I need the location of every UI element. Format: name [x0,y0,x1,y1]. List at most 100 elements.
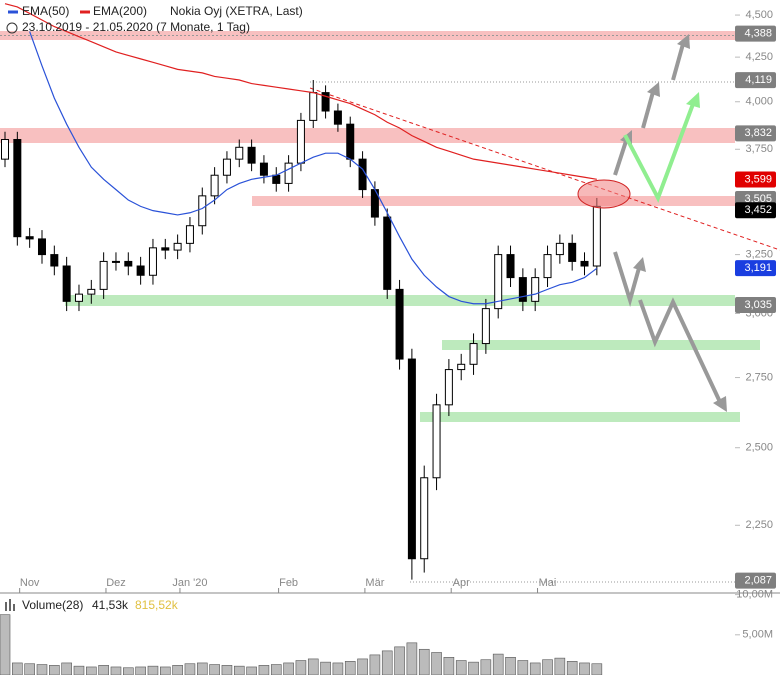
ema-line [29,31,598,305]
volume-bar [0,614,11,675]
volume-bar [258,665,270,675]
candle-body [173,242,182,251]
candle-body [210,174,219,197]
candle-body [568,242,577,262]
candle-body [580,260,589,267]
candle-body [50,254,59,267]
volume-bar [172,665,183,675]
volume-bar [61,662,72,675]
volume-bar [357,658,368,675]
y-tick-label: 4,000 [745,96,773,108]
volume-bar [381,650,393,675]
y-tick-label: 4,500 [745,9,773,21]
volume-bar [517,660,529,675]
candle-body [592,205,601,267]
volume-bar [98,665,109,675]
price-label: 4,119 [745,74,772,86]
volume-bar [554,657,566,675]
candle-body [247,146,256,164]
candle-body [235,146,244,160]
volume-bar [233,665,245,675]
volume-average: 41,53k [92,598,129,612]
volume-bar [110,666,122,675]
price-label: 4,388 [744,28,772,40]
candle-body [432,404,441,479]
volume-bar [12,662,23,675]
price-label-box [735,572,776,589]
candle-body [457,363,466,371]
price-label: 2,087 [744,575,772,587]
volume-bar [246,666,257,675]
x-tick-label: Nov [20,577,40,589]
volume-bar [307,658,319,675]
candle-body [185,225,194,244]
price-label: 3,505 [744,193,772,205]
candle-body [407,358,416,560]
resistance-zone [252,196,735,206]
volume-bar [591,663,603,675]
support-zone [420,412,740,422]
volume-bar [295,660,307,675]
candle-body [420,477,429,560]
price-label-box [735,72,776,89]
x-tick-label: Mär [365,577,384,589]
x-tick-label: Dez [106,577,126,589]
candle-body [395,288,404,360]
volume-bar [369,654,381,675]
highlight-circle [577,179,631,209]
volume-bar [147,665,159,675]
y-tick-label: 2,250 [745,519,773,531]
volume-bar [505,657,516,675]
volume-bar [529,662,541,675]
legend-label: EMA(200) [93,4,147,18]
candle-body [124,260,133,267]
x-tick-label: Apr [453,577,470,589]
candle-body [111,260,120,263]
candle-body [74,293,83,302]
price-label: 3,035 [744,299,772,311]
candle-body [333,110,342,125]
y-tick-label: 3,750 [745,143,773,155]
volume-bar [270,664,282,675]
candle-body [383,216,392,290]
candle-body [296,119,305,164]
candle-body [87,288,96,295]
support-zone [442,340,760,350]
scenario-arrow-green [623,92,700,203]
candle-body [1,139,9,160]
candle-body [284,162,293,184]
volume-bar [455,660,467,675]
volume-last: 815,52k [135,598,179,612]
price-label-box [735,125,776,142]
price-label: 3,599 [744,173,772,185]
volume-tick-label: 5,00M [742,629,773,641]
candle-body [272,174,281,184]
volume-bar [443,657,455,675]
volume-bar [283,662,294,675]
clock-icon [6,22,18,34]
volume-bar [196,662,208,675]
chart-title: Nokia Oyj (XETRA, Last) [170,4,303,18]
volume-bar [221,665,233,675]
volume-bar [566,661,578,675]
resistance-zone [0,31,735,40]
candle-body [481,308,490,345]
volume-bar [86,666,97,675]
candle-body [259,162,268,176]
candle-body [161,247,170,251]
volume-bar [492,653,504,675]
volume-bar [49,665,60,675]
candle-body [321,92,330,112]
legend-label: EMA(50) [22,4,69,18]
volume-bar [135,666,146,675]
y-tick-label: 2,500 [745,442,773,454]
scenario-arrows [613,34,727,412]
candle-body [531,277,540,302]
volume-tick-label: 10,00M [736,589,773,601]
candle-body [444,369,453,406]
candle-body [469,343,478,365]
volume-bar [36,664,48,675]
candle-body [543,254,552,279]
candle-body [309,92,318,121]
price-label-box [735,260,776,277]
